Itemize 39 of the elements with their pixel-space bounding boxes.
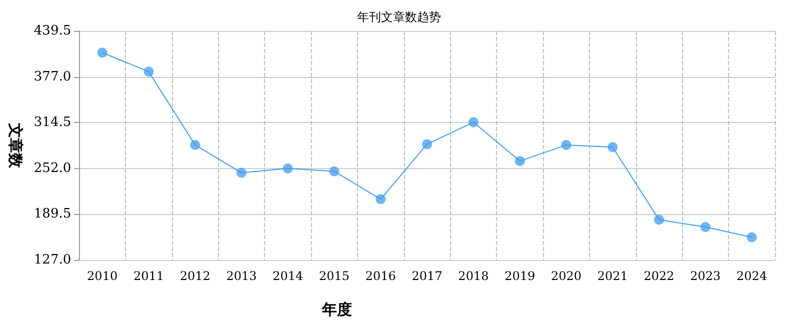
point [654,214,664,225]
x-tick-label: 2019 [504,269,536,283]
x-tick-label: 2020 [550,269,582,283]
point [514,156,525,166]
x-tick-label: 2024 [736,269,768,283]
x-tick-label: 2023 [690,269,721,283]
point [190,140,200,150]
x-tick-label: 2014 [272,269,304,283]
x-tick-label: 2016 [365,269,396,283]
point [700,222,710,232]
y-tick-label: 314.5 [34,115,72,130]
y-tick-label: 252.0 [34,160,72,176]
point [144,66,154,77]
point [746,232,757,242]
point [468,117,478,128]
point [329,166,340,176]
x-tick-label: 2022 [644,269,674,283]
point [376,194,386,204]
point [97,48,108,58]
point [422,139,432,150]
point [608,142,618,152]
x-tick-label: 2018 [458,269,489,283]
x-tick-label: 2011 [133,269,164,283]
y-tick-label: 377.0 [34,69,72,84]
point [561,140,572,150]
y-tick-label: 439.5 [34,24,72,38]
chart-title: 年刊文章数趋势 [357,10,441,24]
x-tick-label: 2012 [180,269,210,283]
x-tick-label: 2015 [319,269,350,283]
x-tick-label: 2021 [597,269,628,283]
point [282,163,293,174]
y-tick-label: 127.0 [34,252,72,268]
x-axis-title: 年度 [321,300,352,318]
x-tick-label: 2017 [412,269,442,283]
y-tick-label: 189.5 [34,206,72,222]
x-tick-label: 2013 [226,269,257,283]
point [236,168,246,178]
y-axis-title: 文章数 [6,122,24,169]
x-tick-label: 2010 [87,269,118,283]
